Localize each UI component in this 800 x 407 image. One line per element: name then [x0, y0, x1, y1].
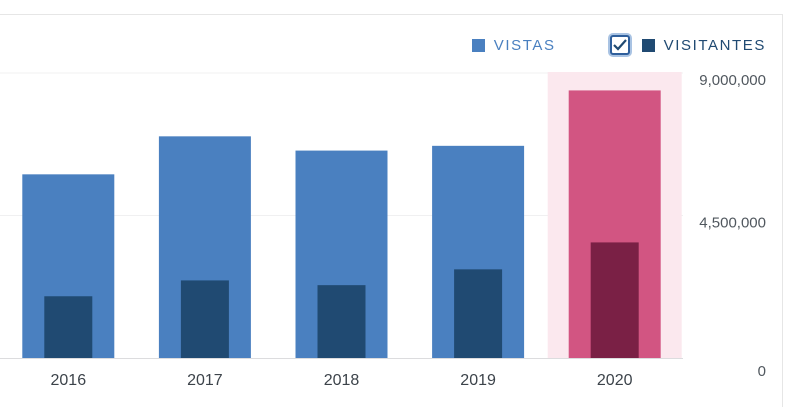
- visitors-swatch: [641, 38, 655, 52]
- y-tick-label: 9,000,000: [699, 72, 766, 89]
- bar-visitors-2016[interactable]: [44, 296, 93, 358]
- bar-visitors-2019[interactable]: [454, 269, 503, 358]
- checkmark-icon: [612, 39, 627, 51]
- x-tick-label: 2020: [597, 372, 633, 389]
- legend-item-visitors[interactable]: VISITANTES: [556, 35, 766, 55]
- legend-label-visitors: VISITANTES: [663, 36, 766, 54]
- chart-legend: VISTAS VISITANTES: [471, 30, 766, 60]
- y-tick-label: 0: [758, 363, 766, 380]
- x-tick-label: 2019: [460, 372, 496, 389]
- x-tick-label: 2016: [51, 372, 87, 389]
- visitors-checkbox[interactable]: [609, 35, 630, 55]
- bar-visitors-2017[interactable]: [180, 280, 229, 358]
- x-tick-label: 2017: [187, 372, 223, 389]
- x-tick-label: 2018: [324, 372, 360, 389]
- bar-visitors-2020[interactable]: [590, 242, 639, 358]
- views-swatch: [471, 38, 485, 52]
- bar-visitors-2018[interactable]: [317, 285, 366, 358]
- legend-label-views: VISTAS: [493, 36, 556, 54]
- legend-item-views[interactable]: VISTAS: [471, 36, 556, 54]
- y-tick-label: 4,500,000: [699, 215, 766, 232]
